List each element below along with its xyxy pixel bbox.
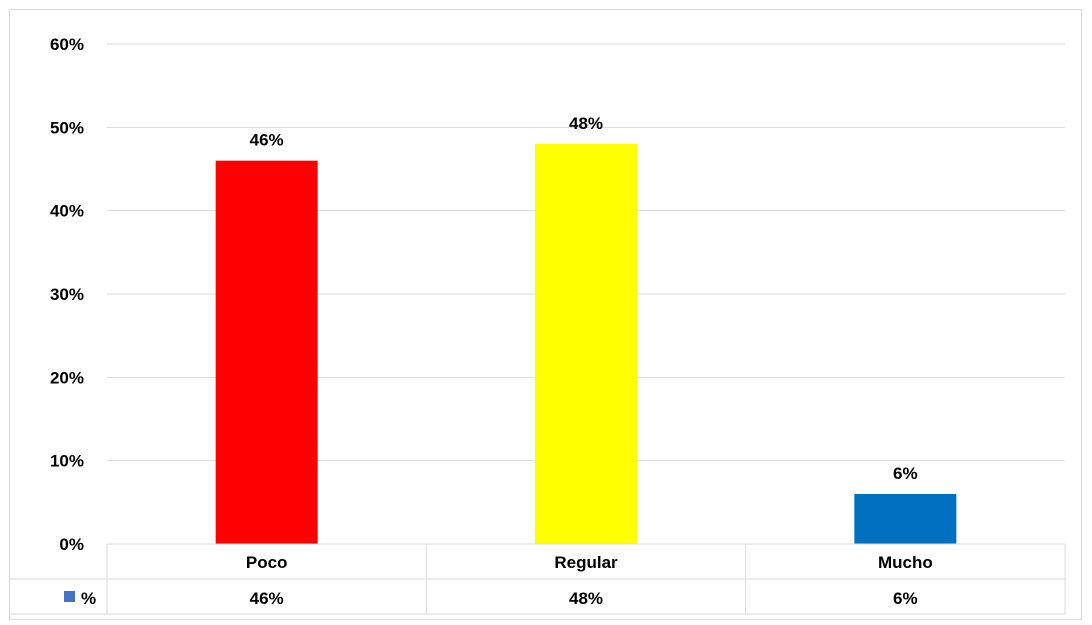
data-label: 48% <box>569 114 603 133</box>
legend-label: % <box>81 589 96 608</box>
data-label: 6% <box>893 464 918 483</box>
data-label: 46% <box>250 131 284 150</box>
x-tick-label: Regular <box>554 553 618 572</box>
y-tick-label: 30% <box>50 285 84 304</box>
legend-marker <box>64 591 75 602</box>
bar <box>215 160 318 544</box>
x-tick-label: Poco <box>246 553 288 572</box>
table-value: 48% <box>569 589 603 608</box>
bar <box>535 144 637 544</box>
table-value: 46% <box>250 589 284 608</box>
y-tick-label: 60% <box>50 35 84 54</box>
y-tick-label: 40% <box>50 202 84 221</box>
y-tick-label: 10% <box>50 452 84 471</box>
y-tick-label: 0% <box>59 535 84 554</box>
y-tick-label: 50% <box>50 118 84 137</box>
bar <box>854 494 957 544</box>
x-tick-label: Mucho <box>878 553 933 572</box>
y-tick-label: 20% <box>50 368 84 387</box>
table-value: 6% <box>893 589 918 608</box>
